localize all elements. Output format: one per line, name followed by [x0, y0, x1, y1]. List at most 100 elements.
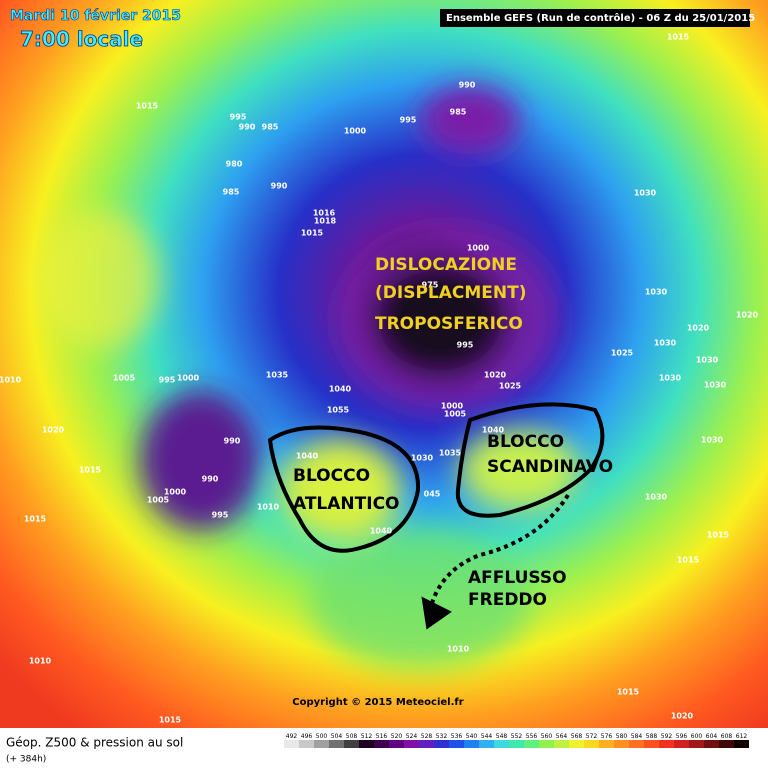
legend-label: 560	[541, 733, 553, 740]
legend-swatch	[599, 740, 614, 748]
legend-label: 612	[736, 733, 748, 740]
pressure-label: 995	[159, 376, 176, 385]
pressure-label: 1030	[701, 436, 724, 445]
pressure-label: 985	[223, 188, 240, 197]
pressure-label: 1035	[266, 371, 289, 380]
legend-swatch	[374, 740, 389, 748]
legend-label: 492	[286, 733, 298, 740]
pressure-label: 1020	[736, 311, 759, 320]
pressure-label: 1015	[667, 33, 690, 42]
annotation: (DISPLACMENT)	[375, 283, 527, 303]
pressure-label: 990	[239, 123, 256, 132]
legend-swatch	[734, 740, 749, 748]
pressure-label: 990	[224, 437, 241, 446]
legend-swatch	[329, 740, 344, 748]
legend-swatch	[659, 740, 674, 748]
legend-swatch	[419, 740, 434, 748]
legend-swatch	[554, 740, 569, 748]
run-info: Ensemble GEFS (Run de contrôle) - 06 Z d…	[446, 12, 755, 24]
pressure-label: 1015	[707, 531, 730, 540]
annotation: BLOCCO	[487, 432, 564, 452]
legend-swatch	[389, 740, 404, 748]
pressure-label: 1030	[634, 189, 657, 198]
legend-label: 544	[481, 733, 493, 740]
legend-label: 508	[346, 733, 358, 740]
pressure-label: 1005	[147, 496, 170, 505]
pressure-label: 1005	[113, 374, 136, 383]
annotation: BLOCCO	[293, 466, 370, 486]
legend-label: 608	[721, 733, 733, 740]
pressure-label: 1030	[654, 339, 677, 348]
annotation: TROPOSFERICO	[375, 314, 523, 334]
legend-swatch	[359, 740, 374, 748]
legend-swatch	[284, 740, 299, 748]
pressure-label: 995	[400, 116, 417, 125]
pressure-label: 1018	[314, 217, 337, 226]
legend-swatch	[479, 740, 494, 748]
pressure-label: 1015	[24, 515, 47, 524]
pressure-label: 1000	[164, 488, 187, 497]
legend-label: 596	[676, 733, 688, 740]
legend-label: 552	[511, 733, 523, 740]
copyright: Copyright © 2015 Meteociel.fr	[292, 697, 463, 708]
legend-swatch	[689, 740, 704, 748]
legend-swatch	[464, 740, 479, 748]
footer-subtitle: (+ 384h)	[6, 755, 46, 765]
legend-label: 500	[316, 733, 328, 740]
pressure-label: 1030	[411, 454, 434, 463]
legend-label: 588	[646, 733, 658, 740]
annotation-shapes	[267, 402, 605, 630]
pressure-label: 1010	[447, 645, 470, 654]
pressure-label: 1030	[696, 356, 719, 365]
legend-label: 580	[616, 733, 628, 740]
legend-swatch	[629, 740, 644, 748]
pressure-label: 985	[262, 123, 279, 132]
legend-label: 568	[571, 733, 583, 740]
legend-swatch	[584, 740, 599, 748]
pressure-label: 1005	[444, 410, 467, 419]
pressure-label: 1010	[0, 376, 22, 385]
legend-swatch	[614, 740, 629, 748]
legend-label: 556	[526, 733, 538, 740]
legend-label: 604	[706, 733, 718, 740]
pressure-label: 1020	[484, 371, 507, 380]
legend-label: 496	[301, 733, 313, 740]
pressure-label: 985	[450, 108, 467, 117]
legend-label: 520	[391, 733, 403, 740]
pressure-label: 1015	[617, 688, 640, 697]
legend-swatch	[524, 740, 539, 748]
pressure-label: 1030	[704, 381, 727, 390]
pressure-label: 1020	[687, 324, 710, 333]
legend-label: 548	[496, 733, 508, 740]
legend-swatch	[674, 740, 689, 748]
annotation: FREDDO	[468, 590, 547, 610]
annotation: ATLANTICO	[293, 494, 400, 514]
pressure-label: 1025	[611, 349, 634, 358]
legend-label: 584	[631, 733, 643, 740]
annotation: DISLOCAZIONE	[375, 255, 517, 275]
pressure-label: 1015	[301, 229, 324, 238]
color-legend: 492 496 500 504 508 512 516 520 524 528 532 536 540 5…	[284, 733, 749, 748]
legend-swatch	[569, 740, 584, 748]
pressure-label: 1000	[467, 244, 490, 253]
pressure-label: 1025	[499, 382, 522, 391]
legend-label: 572	[586, 733, 598, 740]
legend-label: 592	[661, 733, 673, 740]
pressure-label: 1040	[370, 527, 393, 536]
pressure-label: 995	[230, 113, 247, 122]
pressure-label: 980	[226, 160, 243, 169]
legend-swatch	[344, 740, 359, 748]
pressure-label: 990	[271, 182, 288, 191]
pressure-label: 1000	[344, 127, 367, 136]
pressure-label: 995	[457, 341, 474, 350]
legend-swatch	[449, 740, 464, 748]
legend-swatch	[314, 740, 329, 748]
legend-swatch	[404, 740, 419, 748]
pressure-label: 1015	[136, 102, 159, 111]
pressure-label: 1020	[671, 712, 694, 721]
legend-swatch	[434, 740, 449, 748]
pressure-label: 1030	[659, 374, 682, 383]
legend-swatch	[509, 740, 524, 748]
pressure-label: 1030	[645, 493, 668, 502]
